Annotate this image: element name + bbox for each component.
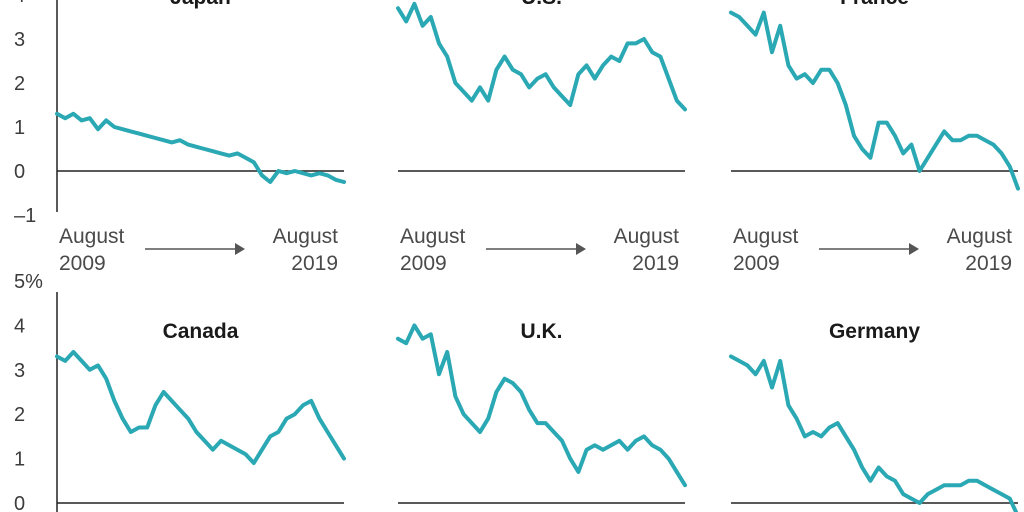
panel-canada: 5% 4 3 2 1 0 Canada	[14, 271, 346, 512]
panel-germany: Germany	[729, 320, 1019, 512]
period-arrow-head	[576, 243, 586, 255]
y-tick-label: 3	[14, 360, 25, 382]
period-start-label: August	[733, 225, 799, 248]
y-tick-label: –1	[14, 205, 36, 227]
series-line	[396, 323, 687, 488]
panel-title: U.S.	[521, 0, 562, 9]
series-line	[55, 111, 346, 184]
period-end-label: August	[947, 225, 1013, 248]
period-arrow-head	[909, 243, 919, 255]
period-end-label: 2019	[632, 252, 679, 275]
y-tick-label: 1	[14, 117, 25, 139]
series-line	[729, 10, 1020, 191]
period-start-label: 2009	[59, 252, 106, 275]
period-arrow-head	[235, 243, 245, 255]
series-line	[55, 350, 346, 465]
period-start-label: 2009	[400, 252, 447, 275]
series-line	[729, 354, 1019, 512]
period-end-label: August	[614, 225, 680, 248]
y-tick-label: 0	[14, 493, 25, 512]
y-tick-label: 2	[14, 404, 25, 426]
y-tick-label: 0	[14, 161, 25, 183]
y-tick-label: 2	[14, 73, 25, 95]
panel-title: U.K.	[521, 320, 563, 343]
period-end-label: August	[273, 225, 339, 248]
panel-japan: 4 3 2 1 0 –1 Japan August 2009 August 2019	[14, 0, 346, 275]
panel-title: Germany	[829, 320, 920, 343]
y-tick-label: 4	[14, 315, 25, 337]
panel-title: Japan	[170, 0, 231, 9]
period-start-label: 2009	[733, 252, 780, 275]
series-line	[396, 1, 687, 112]
panel-title: France	[840, 0, 909, 9]
y-tick-label: 1	[14, 449, 25, 471]
panel-u-k: U.K.	[396, 320, 687, 504]
period-end-label: 2019	[291, 252, 338, 275]
y-tick-label: 4	[14, 0, 25, 7]
period-end-label: 2019	[965, 252, 1012, 275]
period-start-label: August	[400, 225, 466, 248]
panel-u-s: U.S. August 2009 August 2019	[396, 0, 687, 275]
period-start-label: August	[59, 225, 125, 248]
panel-france: France August 2009 August 2019	[729, 0, 1020, 275]
panel-title: Canada	[163, 320, 239, 343]
y-tick-label: 5%	[14, 271, 43, 293]
y-tick-label: 3	[14, 29, 25, 51]
